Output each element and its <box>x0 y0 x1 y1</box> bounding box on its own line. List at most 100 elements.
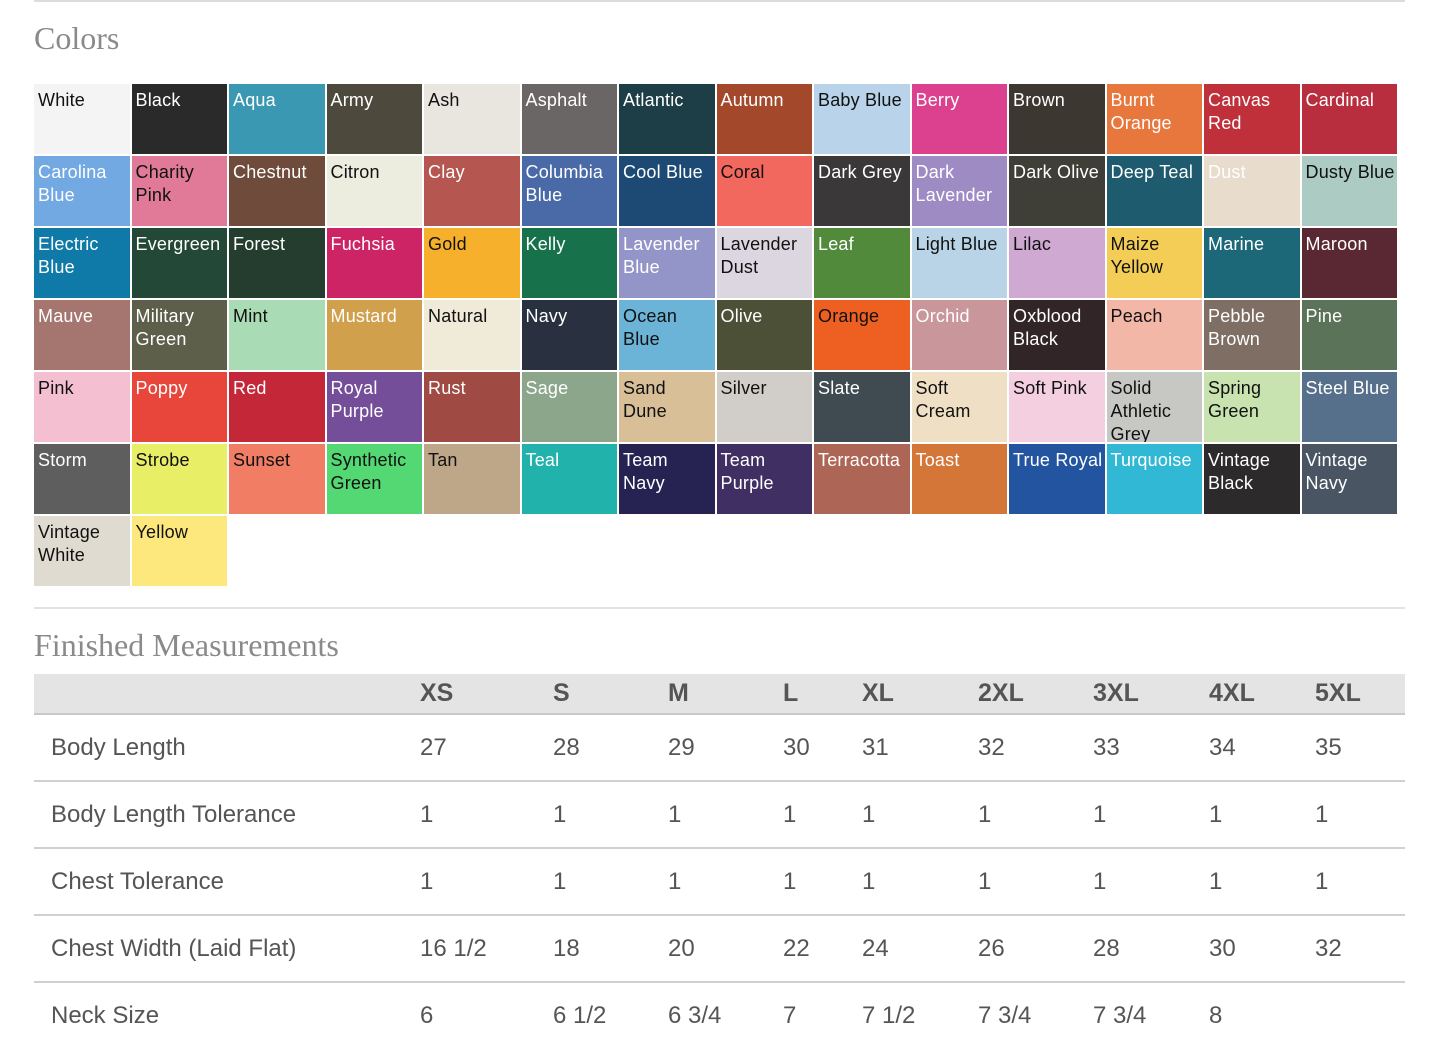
color-swatch[interactable]: Pine <box>1301 300 1397 370</box>
color-swatch[interactable]: Sand Dune <box>619 372 715 442</box>
color-swatch[interactable]: Lavender Dust <box>716 228 812 298</box>
color-swatch[interactable]: Turquoise <box>1106 444 1202 514</box>
color-swatch[interactable]: Vintage Navy <box>1301 444 1397 514</box>
color-swatch[interactable]: Maroon <box>1301 228 1397 298</box>
color-swatch[interactable]: Mauve <box>34 300 130 370</box>
color-swatch[interactable]: Carolina Blue <box>34 156 130 226</box>
color-swatch[interactable]: Deep Teal <box>1106 156 1202 226</box>
color-swatch[interactable]: Dark Lavender <box>911 156 1007 226</box>
color-swatch[interactable]: Pebble Brown <box>1204 300 1300 370</box>
color-swatch[interactable]: Black <box>131 84 227 154</box>
color-swatch[interactable]: Sage <box>521 372 617 442</box>
color-swatch[interactable]: Chestnut <box>229 156 325 226</box>
color-swatch[interactable]: Canvas Red <box>1204 84 1300 154</box>
color-swatch[interactable]: Silver <box>716 372 812 442</box>
color-swatch[interactable]: Autumn <box>716 84 812 154</box>
color-swatch[interactable]: Navy <box>521 300 617 370</box>
color-swatch[interactable]: Evergreen <box>131 228 227 298</box>
color-swatch[interactable]: Team Purple <box>716 444 812 514</box>
color-swatch[interactable]: Mustard <box>326 300 422 370</box>
color-swatch[interactable]: Slate <box>814 372 910 442</box>
color-swatch[interactable]: Solid Athletic Grey <box>1106 372 1202 442</box>
color-swatch[interactable]: Soft Cream <box>911 372 1007 442</box>
color-swatch[interactable]: Maize Yellow <box>1106 228 1202 298</box>
color-swatch[interactable]: Army <box>326 84 422 154</box>
color-swatch[interactable]: Asphalt <box>521 84 617 154</box>
color-swatch[interactable]: Lilac <box>1009 228 1105 298</box>
color-swatch[interactable]: Toast <box>911 444 1007 514</box>
measurement-cell: 24 <box>862 915 978 983</box>
color-swatch[interactable]: Strobe <box>131 444 227 514</box>
color-swatch[interactable]: Mint <box>229 300 325 370</box>
color-swatch[interactable]: Spring Green <box>1204 372 1300 442</box>
color-swatch[interactable]: Royal Purple <box>326 372 422 442</box>
color-swatch[interactable]: Orange <box>814 300 910 370</box>
color-swatch[interactable]: Rust <box>424 372 520 442</box>
color-swatch[interactable]: Vintage White <box>34 516 130 586</box>
color-swatch[interactable]: Military Green <box>131 300 227 370</box>
color-swatch[interactable]: Terracotta <box>814 444 910 514</box>
color-swatch[interactable]: Olive <box>716 300 812 370</box>
color-swatch[interactable]: Tan <box>424 444 520 514</box>
measurement-cell: 1 <box>783 848 862 916</box>
color-swatch-label: Toast <box>915 450 960 470</box>
row-label: Neck Size <box>51 1002 160 1029</box>
color-swatch[interactable]: Natural <box>424 300 520 370</box>
color-swatch[interactable]: Cool Blue <box>619 156 715 226</box>
color-swatch[interactable]: Vintage Black <box>1204 444 1300 514</box>
color-swatch[interactable]: Soft Pink <box>1009 372 1105 442</box>
color-swatch-label: Black <box>135 90 181 110</box>
color-swatch[interactable]: Brown <box>1009 84 1105 154</box>
color-swatch[interactable]: Team Navy <box>619 444 715 514</box>
color-swatch[interactable]: Light Blue <box>911 228 1007 298</box>
color-swatch-label: Ocean Blue <box>623 306 678 349</box>
color-swatch[interactable]: Clay <box>424 156 520 226</box>
color-swatch[interactable]: Charity Pink <box>131 156 227 226</box>
color-swatch[interactable]: Peach <box>1106 300 1202 370</box>
color-swatch[interactable]: Cardinal <box>1301 84 1397 154</box>
color-swatch[interactable]: Baby Blue <box>814 84 910 154</box>
color-swatch[interactable]: Dark Olive <box>1009 156 1105 226</box>
color-swatch[interactable]: Steel Blue <box>1301 372 1397 442</box>
color-swatch[interactable]: Red <box>229 372 325 442</box>
color-swatch-label: Sage <box>525 378 569 398</box>
header-blank-cell <box>34 674 420 715</box>
color-swatch[interactable]: Leaf <box>814 228 910 298</box>
color-swatch[interactable]: Citron <box>326 156 422 226</box>
color-swatch[interactable]: Berry <box>911 84 1007 154</box>
size-header-row: XS S M L XL 2XL 3XL 4XL 5XL <box>34 674 1405 715</box>
color-swatch[interactable]: Coral <box>716 156 812 226</box>
color-swatch[interactable]: Gold <box>424 228 520 298</box>
color-swatch[interactable]: Synthetic Green <box>326 444 422 514</box>
color-swatch[interactable]: White <box>34 84 130 154</box>
color-swatch[interactable]: Burnt Orange <box>1106 84 1202 154</box>
color-swatch[interactable]: Storm <box>34 444 130 514</box>
color-swatch[interactable]: Dust <box>1204 156 1300 226</box>
color-swatch[interactable]: Lavender Blue <box>619 228 715 298</box>
color-swatch[interactable]: Oxblood Black <box>1009 300 1105 370</box>
color-swatch[interactable]: Fuchsia <box>326 228 422 298</box>
color-swatch[interactable]: Pink <box>34 372 130 442</box>
color-swatch[interactable]: Sunset <box>229 444 325 514</box>
color-swatch-label: Soft Pink <box>1013 378 1087 398</box>
color-swatch-label: Fuchsia <box>330 234 395 254</box>
color-swatch[interactable]: Forest <box>229 228 325 298</box>
color-swatch[interactable]: Dark Grey <box>814 156 910 226</box>
color-swatch[interactable]: Aqua <box>229 84 325 154</box>
size-column-header: XS <box>420 674 553 715</box>
color-swatch[interactable]: Kelly <box>521 228 617 298</box>
color-swatch[interactable]: Ocean Blue <box>619 300 715 370</box>
measurement-cell: 1 <box>420 848 553 916</box>
color-swatch[interactable]: Yellow <box>131 516 227 586</box>
measurement-cell: 28 <box>553 714 668 782</box>
color-swatch[interactable]: Dusty Blue <box>1301 156 1397 226</box>
color-swatch[interactable]: Marine <box>1204 228 1300 298</box>
color-swatch[interactable]: Electric Blue <box>34 228 130 298</box>
color-swatch[interactable]: Ash <box>424 84 520 154</box>
color-swatch[interactable]: Poppy <box>131 372 227 442</box>
color-swatch[interactable]: True Royal <box>1009 444 1105 514</box>
color-swatch[interactable]: Columbia Blue <box>521 156 617 226</box>
color-swatch[interactable]: Orchid <box>911 300 1007 370</box>
color-swatch[interactable]: Atlantic <box>619 84 715 154</box>
color-swatch[interactable]: Teal <box>521 444 617 514</box>
